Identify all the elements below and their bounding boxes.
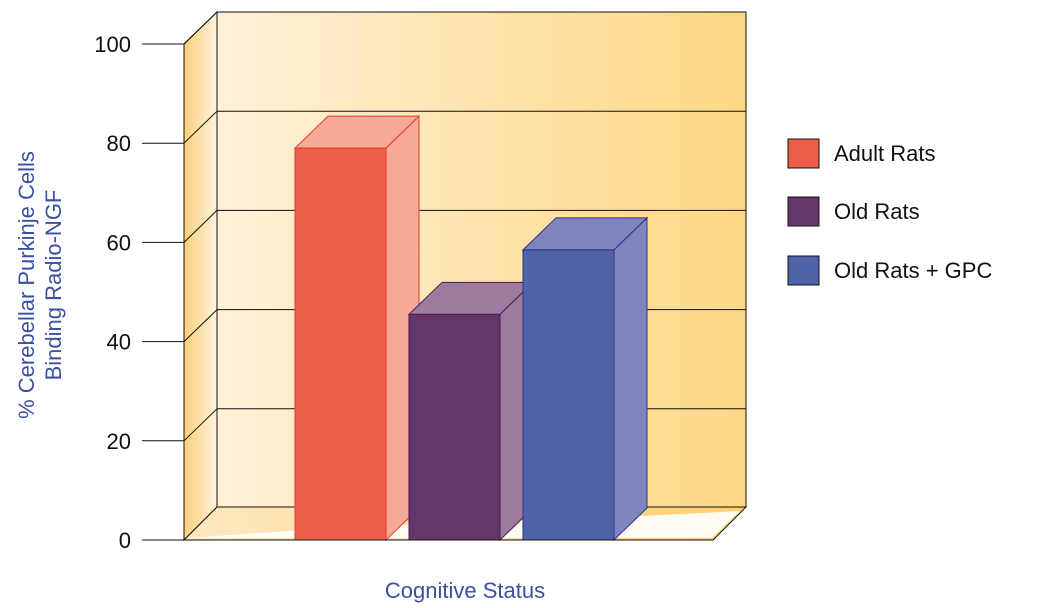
side-wall [183,10,218,542]
y-tick-label: 0 [119,528,131,553]
bars [184,114,713,542]
legend-item-2: Old Rats [787,196,920,227]
gridline-side [183,408,218,442]
legend-item-3: Old Rats + GPC [787,255,992,286]
y-axis-title: % Cerebellar Purkinje Cells Binding Radi… [14,151,66,419]
y-tick-label: 100 [94,32,131,57]
legend: Adult Rats Old Rats Old Rats + GPC [787,138,992,286]
y-tick-label: 40 [107,330,131,355]
legend-swatch [787,196,820,227]
bar-2 [407,281,535,542]
y-axis: 0 20 40 60 80 100 [94,32,185,553]
legend-swatch [787,138,820,169]
y-tick-label: 20 [107,429,131,454]
legend-label: Adult Rats [834,141,936,166]
gridline-side [183,210,218,243]
bar-front [522,249,615,541]
gridline-side [183,11,218,45]
bar-front [408,313,501,541]
bar-front [294,147,387,541]
y-tick-label: 80 [107,131,131,156]
bar-side [613,216,648,542]
gridline-side [183,110,218,144]
x-axis-title: Cognitive Status [385,578,545,603]
legend-label: Old Rats + GPC [834,258,992,283]
legend-swatch [787,255,820,286]
y-tick-label: 60 [107,230,131,255]
legend-item-1: Adult Rats [787,138,936,169]
legend-label: Old Rats [834,199,920,224]
bar-3 [521,216,649,542]
y-axis-title-line-1: % Cerebellar Purkinje Cells [14,151,39,419]
gridline-side [183,309,218,342]
y-axis-title-line-2: Binding Radio-NGF [41,190,66,381]
bar-1 [293,114,421,542]
